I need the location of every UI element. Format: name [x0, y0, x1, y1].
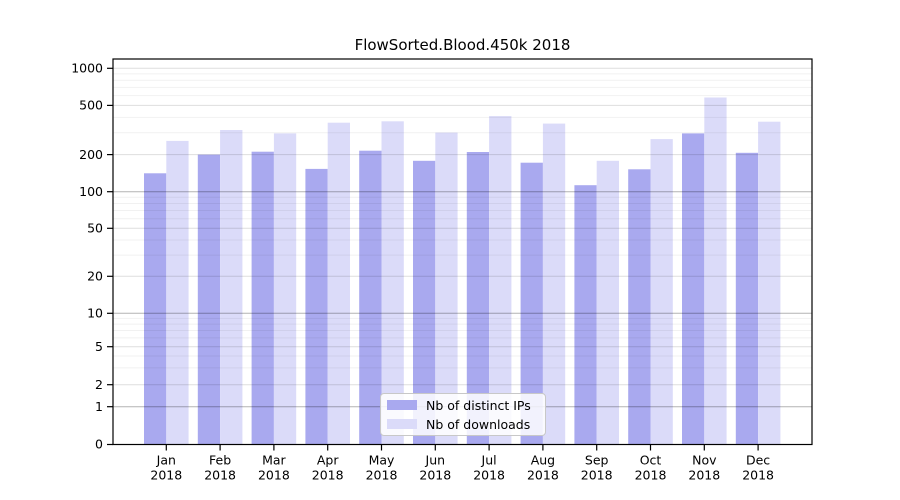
- x-tick-label-month-jun: Jun: [425, 453, 446, 468]
- y-tick-label-0: 0: [95, 437, 103, 452]
- y-tick-label-1: 1: [95, 399, 103, 414]
- x-tick-label-year-mar: 2018: [258, 468, 290, 483]
- bar-feb-ips: [197, 154, 221, 445]
- x-tick-label-month-may: May: [369, 453, 395, 468]
- legend: Nb of distinct IPs Nb of downloads: [380, 393, 546, 436]
- legend-swatch-downloads: [387, 419, 417, 429]
- y-tick-label-100: 100: [79, 184, 103, 199]
- bar-sep-ips: [574, 185, 597, 445]
- bar-aug-downloads: [542, 123, 566, 445]
- bar-jan-ips: [144, 173, 167, 445]
- y-tick-label-200: 200: [79, 147, 103, 162]
- legend-label-distinct-ips: Nb of distinct IPs: [426, 397, 531, 413]
- bar-apr-downloads: [327, 122, 350, 445]
- x-tick-label-year-nov: 2018: [688, 468, 720, 483]
- x-tick-label-month-mar: Mar: [262, 453, 286, 468]
- y-tick-label-10: 10: [87, 306, 103, 321]
- x-tick-label-month-jul: Jul: [481, 453, 497, 468]
- bar-sep-downloads: [596, 160, 619, 445]
- legend-label-downloads: Nb of downloads: [426, 416, 531, 432]
- legend-swatch-distinct-ips: [387, 400, 417, 410]
- bar-may-ips: [359, 150, 382, 445]
- x-tick-label-month-jan: Jan: [156, 453, 176, 468]
- x-tick-label-year-oct: 2018: [635, 468, 667, 483]
- x-tick-label-year-dec: 2018: [742, 468, 774, 483]
- x-tick-label-year-aug: 2018: [527, 468, 559, 483]
- y-tick-label-5: 5: [95, 339, 103, 354]
- x-tick-label-year-jan: 2018: [150, 468, 182, 483]
- bar-aug-ips: [520, 162, 543, 445]
- x-tick-label-year-jun: 2018: [419, 468, 451, 483]
- x-tick-label-year-feb: 2018: [204, 468, 236, 483]
- bar-nov-ips: [682, 133, 705, 445]
- x-tick-label-year-apr: 2018: [312, 468, 344, 483]
- bar-may-downloads: [381, 121, 404, 445]
- bar-jun-ips: [413, 160, 436, 445]
- bar-oct-ips: [628, 169, 651, 445]
- legend-item-downloads: Nb of downloads: [387, 417, 545, 432]
- x-tick-label-month-apr: Apr: [317, 453, 339, 468]
- bar-jan-downloads: [166, 140, 189, 445]
- bar-dec-ips: [735, 152, 759, 445]
- bars-layer: [144, 97, 781, 445]
- y-tick-label-50: 50: [87, 221, 103, 236]
- axes-layer: [112, 58, 813, 446]
- y-tick-label-1000: 1000: [71, 61, 103, 76]
- y-tick-label-20: 20: [87, 269, 103, 284]
- bar-jun-downloads: [435, 132, 458, 445]
- chart-title: FlowSorted.Blood.450k 2018: [354, 36, 571, 54]
- bar-dec-downloads: [758, 121, 781, 445]
- x-tick-label-month-oct: Oct: [640, 453, 662, 468]
- tick-labels-layer: 01251020501002005001000Jan2018Feb2018Mar…: [71, 61, 774, 483]
- bar-mar-ips: [251, 151, 274, 445]
- bar-oct-downloads: [650, 139, 673, 445]
- bar-jul-ips: [466, 152, 490, 445]
- x-tick-label-month-dec: Dec: [746, 453, 770, 468]
- legend-item-distinct-ips: Nb of distinct IPs: [387, 398, 545, 413]
- x-tick-label-year-may: 2018: [366, 468, 398, 483]
- x-tick-label-month-sep: Sep: [585, 453, 609, 468]
- x-tick-label-month-nov: Nov: [692, 453, 717, 468]
- y-tick-label-2: 2: [95, 377, 103, 392]
- bar-jul-downloads: [489, 116, 512, 445]
- bar-apr-ips: [305, 168, 328, 445]
- x-tick-label-year-jul: 2018: [473, 468, 505, 483]
- y-tick-label-500: 500: [79, 98, 103, 113]
- bar-feb-downloads: [220, 130, 243, 445]
- x-tick-label-month-feb: Feb: [209, 453, 231, 468]
- bar-nov-downloads: [704, 97, 727, 445]
- bar-mar-downloads: [273, 133, 297, 445]
- grid-layer: [113, 67, 812, 408]
- x-tick-label-month-aug: Aug: [531, 453, 555, 468]
- x-tick-label-year-sep: 2018: [581, 468, 613, 483]
